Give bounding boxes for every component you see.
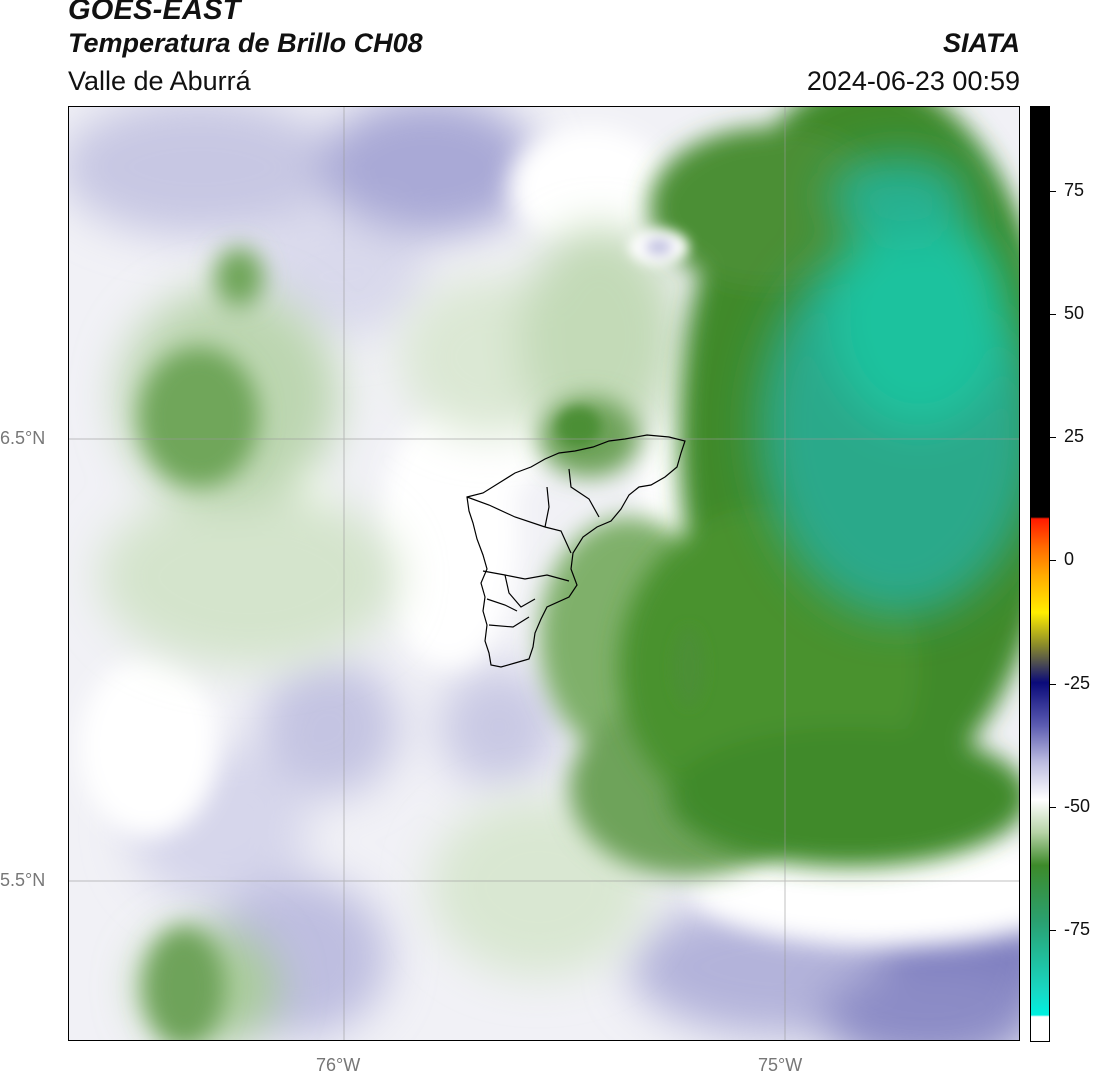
timestamp-label: 2024-06-23 00:59: [806, 66, 1020, 96]
map-panel[interactable]: [68, 106, 1020, 1041]
colorbar-tick: [1050, 560, 1056, 561]
colorbar-label-50: 50: [1064, 303, 1085, 323]
lon-label-75w: 75°W: [758, 1055, 803, 1075]
colorbar-tick: [1050, 684, 1056, 685]
colorbar-label-25: 25: [1064, 426, 1085, 446]
colorbar-label-75: 75: [1064, 180, 1085, 200]
municipal-boundaries: [466, 434, 686, 668]
colorbar-label-minus-50: -50: [1064, 796, 1091, 816]
gridlines: [69, 107, 1019, 1040]
municipal-line-1: [544, 486, 550, 528]
valley-outline: [466, 434, 686, 668]
colorbar-gradient: [1031, 107, 1049, 1041]
colorbar-label-0: 0: [1064, 549, 1075, 569]
municipal-line-4: [482, 570, 570, 582]
colorbar-tick: [1050, 930, 1056, 931]
teal-core: [759, 157, 1019, 617]
colorbar: [1030, 106, 1050, 1042]
colorbar-tick: [1050, 314, 1056, 315]
brightness-temperature-map: [69, 107, 1019, 1040]
lon-label-76w: 76°W: [316, 1055, 361, 1075]
colorbar-tick: [1050, 437, 1056, 438]
colorbar-tick: [1050, 191, 1056, 192]
municipal-line-3: [544, 526, 572, 554]
colorbar-tick: [1050, 807, 1056, 808]
region-subtitle: Valle de Aburrá: [68, 66, 251, 96]
lat-label-6-5: 6.5°N: [0, 428, 46, 448]
satellite-title: GOES-EAST: [68, 0, 241, 26]
colorbar-label-minus-25: -25: [1064, 673, 1091, 693]
municipal-line-7: [488, 616, 530, 628]
municipal-line-8: [466, 496, 546, 528]
organization-label: SIATA: [943, 28, 1020, 58]
product-title: Temperatura de Brillo CH08: [68, 28, 423, 58]
municipal-line-5: [504, 574, 536, 608]
lat-label-5-5: 5.5°N: [0, 870, 46, 890]
municipal-line-2: [568, 468, 600, 518]
colorbar-label-minus-75: -75: [1064, 919, 1091, 939]
inner-patches: [557, 229, 705, 707]
municipal-line-6: [486, 598, 518, 612]
